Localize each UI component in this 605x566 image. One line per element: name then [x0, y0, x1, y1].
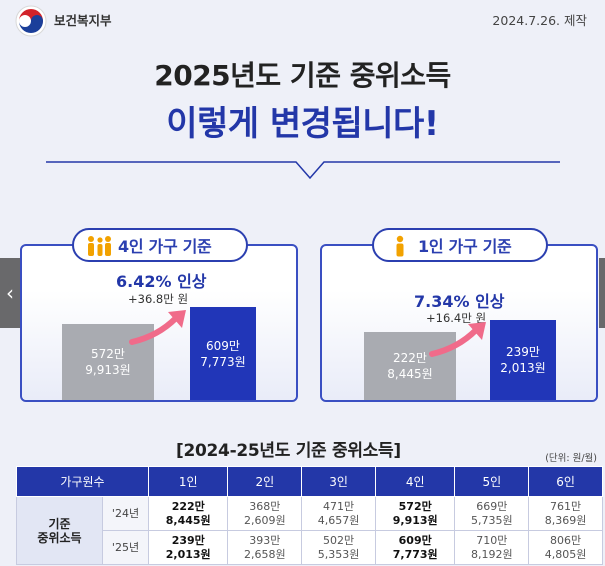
cell: 222만 8,445원 [147, 496, 229, 531]
cell: 669만 5,735원 [454, 496, 530, 531]
next-slide-button[interactable] [599, 258, 605, 328]
card-1-person-delta: +16.4만 원 [426, 311, 487, 325]
cell: 502만 5,353원 [301, 530, 376, 565]
median-income-table: 가구원수 1인 2인 3인 4인 5인 6인 기준 중위소득 '24년 222만 8… [16, 466, 603, 565]
header-col-3: 3인 [301, 466, 376, 497]
cell: 572만 9,913원 [374, 496, 456, 531]
cell: 368만 2,609원 [227, 496, 303, 531]
card-4-person-label: 4인 가구 기준 [72, 228, 248, 262]
table-row: 기준 중위소득 '24년 222만 8,445원 368만 2,609원 471만 4,… [16, 496, 603, 565]
page-subtitle: 이렇게 변경됩니다! [166, 104, 439, 144]
title-divider [46, 161, 560, 180]
table-title: [2024-25년도 기준 중위소득] [176, 441, 401, 461]
header-col-6: 6인 [528, 466, 603, 497]
table-unit: (단위: 원/월) [545, 453, 597, 464]
production-date: 2024.7.26. 제작 [492, 13, 587, 28]
cell: 710만 8,192원 [454, 530, 530, 565]
chevron-left-icon: ‹ [6, 281, 14, 305]
card-4-person-delta: +36.8만 원 [128, 292, 189, 306]
card-1-person-rate: 7.34% 인상 [414, 292, 505, 311]
header-col-5: 5인 [454, 466, 530, 497]
ministry-name: 보건복지부 [54, 13, 112, 28]
card-1-person-label: 1인 가구 기준 [372, 228, 548, 262]
card-1-person-bar-2024: 222만 8,445원 [364, 332, 456, 400]
arrow-up-right-icon [129, 310, 186, 345]
card-4-person-bar-2024: 572만 9,913원 [62, 324, 154, 400]
table-header-row: 가구원수 1인 2인 3인 4인 5인 6인 [16, 466, 603, 497]
cell: 393만 2,658원 [227, 530, 303, 565]
arrow-up-right-icon [429, 322, 486, 357]
family-icon [88, 236, 111, 256]
table-row: '25년 239만 2,013원 393만 2,658원 502만 5,353원 60… [17, 530, 603, 565]
prev-slide-button[interactable]: ‹ [0, 258, 20, 328]
header-col-2: 2인 [227, 466, 303, 497]
year-2024: '24년 [102, 496, 149, 531]
person-icon [396, 235, 404, 257]
year-2025: '25년 [102, 530, 149, 565]
header-col-4: 4인 [374, 466, 456, 497]
card-4-person-rate: 6.42% 인상 [116, 272, 207, 291]
cell: 761만 8,369원 [528, 496, 603, 531]
header-household-size: 가구원수 [16, 466, 149, 497]
row-label: 기준 중위소득 [16, 496, 103, 565]
header-col-1: 1인 [147, 466, 229, 497]
page-title: 2025년도 기준 중위소득 [154, 59, 451, 92]
cell: 806만 4,805원 [528, 530, 603, 565]
cell: 609만 7,773원 [374, 530, 456, 565]
taegeuk-logo-icon [15, 5, 47, 37]
card-4-person-bar-2025: 609만 7,773원 [190, 307, 256, 400]
cell: 239만 2,013원 [147, 530, 229, 565]
card-1-person-bar-2025: 239만 2,013원 [490, 320, 556, 400]
cell: 471만 4,657원 [301, 496, 376, 531]
